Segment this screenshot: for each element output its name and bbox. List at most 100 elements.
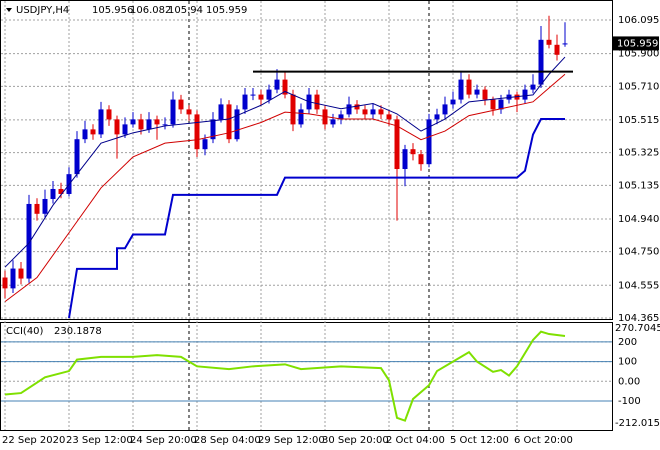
y-tick-label: 200 [618, 337, 637, 348]
candle-body [122, 124, 128, 135]
candle-body [402, 149, 408, 169]
y-tick-label: 105.135 [618, 180, 659, 191]
candle-body [354, 104, 360, 110]
candle-body [106, 109, 112, 120]
y-tick-label: 105.325 [618, 148, 659, 159]
candle-body [242, 94, 248, 110]
candle-body [162, 124, 168, 126]
indicator-line [68, 118, 565, 319]
candle-body [394, 119, 400, 169]
y-tick-label: 106.095 [618, 15, 659, 26]
candle-body [490, 99, 496, 110]
x-tick-label: 6 Oct 20:00 [514, 435, 573, 446]
candle-body [82, 129, 88, 140]
candle-body [338, 114, 344, 120]
candle-body [546, 39, 552, 45]
y-tick-label: 105.515 [618, 115, 659, 126]
candle-body [482, 89, 488, 100]
candle-body [410, 149, 416, 155]
y-tick-label: 100 [618, 357, 637, 368]
scale-box [613, 417, 659, 429]
x-tick-label: 24 Sep 20:00 [130, 435, 197, 446]
candle-body [26, 203, 32, 279]
candle-body [138, 119, 144, 130]
candle-body [90, 129, 96, 135]
cci-line [4, 330, 566, 422]
candle-body [282, 79, 288, 95]
dropdown-arrow[interactable] [6, 8, 12, 12]
candle-body [530, 84, 536, 90]
candle-body [418, 154, 424, 165]
scale-box [613, 322, 659, 334]
header-open: 105.956 [92, 5, 133, 16]
candle-body [314, 94, 320, 110]
candle-body [170, 99, 176, 125]
x-tick-label: 28 Sep 04:00 [194, 435, 261, 446]
x-tick-label: 23 Sep 12:00 [66, 435, 133, 446]
price-box [613, 36, 659, 51]
candle-body [98, 109, 104, 135]
candle-body [450, 99, 456, 105]
y-tick-label: 0.00 [618, 376, 640, 387]
y-tick-label: 105.900 [618, 49, 659, 60]
candle-body [434, 114, 440, 120]
x-tick-label: 29 Sep 12:00 [258, 435, 325, 446]
candle-body [50, 188, 56, 199]
header-high: 106.082 [130, 5, 171, 16]
candle-body [42, 198, 48, 214]
y-tick-label: 104.365 [618, 313, 659, 324]
y-tick-label: 105.710 [618, 81, 659, 92]
candle-body [234, 109, 240, 140]
main-panel [0, 0, 613, 320]
candle-body [194, 114, 200, 150]
candle-body [426, 119, 432, 165]
candle-body [10, 268, 16, 289]
candle-body [202, 139, 208, 150]
y-tick-label: 104.940 [618, 214, 659, 225]
candle-body [554, 44, 560, 55]
candle-body [290, 94, 296, 125]
header-low: 105.94 [168, 5, 203, 16]
candle-body [18, 268, 24, 279]
x-tick-label: 22 Sep 2020 [2, 435, 65, 446]
cci-panel [0, 322, 613, 431]
candle-body [266, 89, 272, 100]
y-limit-label: 270.7045 [615, 323, 660, 334]
cci-name: CCI(40) [6, 326, 44, 337]
y-tick-label: -100 [618, 396, 641, 407]
cci-current: 230.1878 [54, 326, 102, 337]
candle-body [186, 109, 192, 115]
candle-body [218, 104, 224, 120]
indicator-line [4, 56, 566, 268]
candle-body [250, 94, 256, 96]
candle-body [210, 119, 216, 140]
candle-body [474, 89, 480, 95]
y-tick-label: 104.750 [618, 247, 659, 258]
candle-body [258, 94, 264, 100]
candle-body [178, 99, 184, 110]
current-price: 105.959 [617, 38, 658, 49]
x-tick-label: 2 Oct 04:00 [386, 435, 445, 446]
candle-body [298, 109, 304, 125]
candle-body [386, 114, 392, 120]
candle-body [562, 43, 568, 45]
candle-body [458, 79, 464, 100]
candle-body [58, 188, 64, 194]
candle-body [538, 39, 544, 85]
candle-body [378, 109, 384, 115]
candle-body [466, 79, 472, 95]
candle-body [154, 119, 160, 125]
candle-body [130, 119, 136, 125]
candle-body [330, 119, 336, 125]
grid-layer [1, 1, 612, 430]
x-tick-label: 30 Sep 20:00 [322, 435, 389, 446]
candle-body [226, 104, 232, 140]
candle-body [370, 109, 376, 115]
candle-body [146, 119, 152, 130]
candle-body [522, 89, 528, 100]
header-close: 105.959 [206, 5, 247, 16]
candle-body [274, 79, 280, 90]
candle-body [442, 104, 448, 115]
